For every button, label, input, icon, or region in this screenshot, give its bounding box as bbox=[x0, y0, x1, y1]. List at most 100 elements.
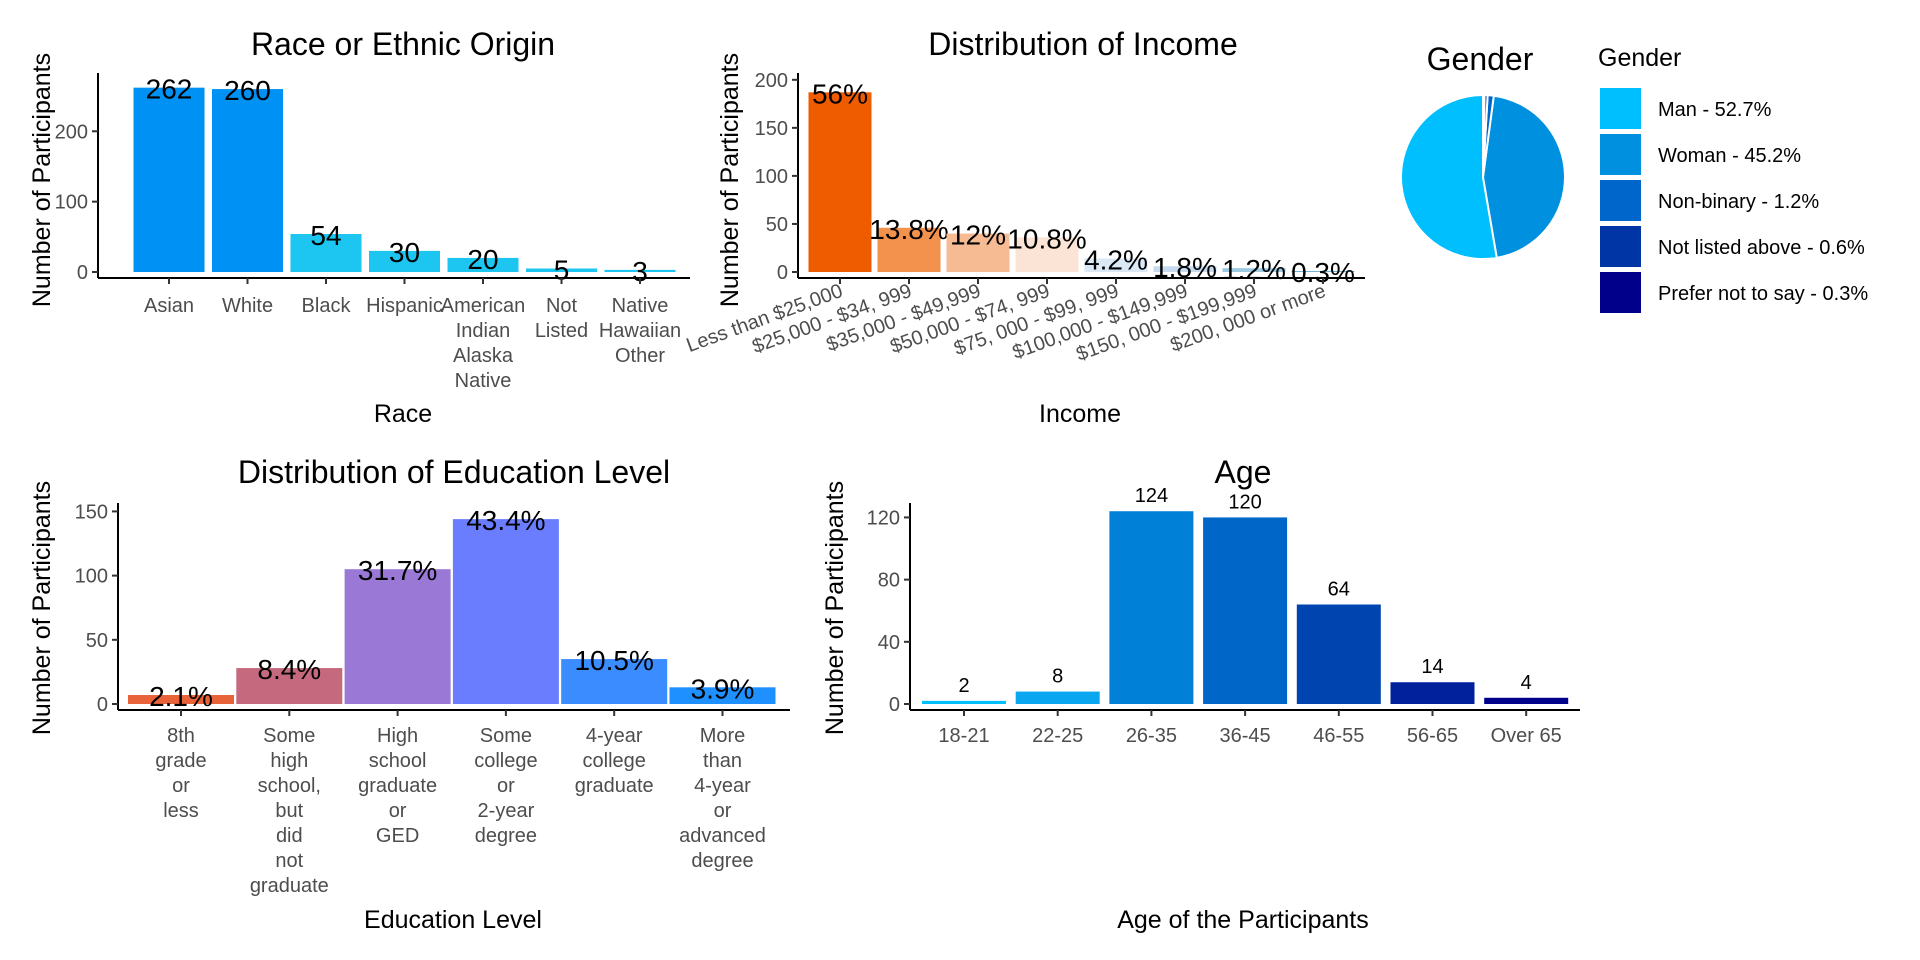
education-x-tick-label: More than 4-year or advanced degree bbox=[679, 725, 766, 872]
age-x-tick-label-line: 36-45 bbox=[1220, 725, 1271, 747]
age-y-tick-label: 0 bbox=[889, 694, 900, 716]
race-bar bbox=[526, 268, 597, 272]
education-x-tick-label-line: college bbox=[474, 750, 537, 772]
age-y-tick-label: 40 bbox=[878, 632, 900, 654]
gender-pie-slice bbox=[1481, 94, 1566, 259]
race-data-label: 262 bbox=[146, 74, 193, 105]
race-x-tick-label-line: Alaska bbox=[453, 345, 514, 367]
education-data-label: 43.4% bbox=[466, 505, 545, 536]
gender-legend-key bbox=[1600, 134, 1641, 175]
gender-legend-key bbox=[1600, 226, 1641, 267]
age-bar bbox=[1015, 691, 1100, 704]
race-x-tick-label-line: Native bbox=[612, 295, 669, 317]
age-chart-title: Age bbox=[1215, 454, 1272, 490]
education-x-tick-label-line: degree bbox=[475, 825, 537, 847]
income-data-label: 10.8% bbox=[1007, 223, 1086, 254]
age-x-tick-label-line: 26-35 bbox=[1126, 725, 1177, 747]
income-bar bbox=[1153, 266, 1217, 272]
income-bar bbox=[1222, 268, 1286, 272]
income-y-tick-label: 0 bbox=[777, 262, 788, 284]
education-x-tick-label: High school graduate or GED bbox=[358, 725, 437, 847]
race-x-tick-label-line: Other bbox=[615, 345, 665, 367]
race-data-label: 20 bbox=[467, 244, 498, 275]
race-data-label: 3 bbox=[632, 256, 648, 287]
education-x-tick-label-line: or bbox=[172, 775, 190, 797]
gender-legend-label: Prefer not to say - 0.3% bbox=[1658, 283, 1868, 305]
age-bar bbox=[1203, 517, 1288, 704]
age-bar bbox=[1484, 697, 1569, 704]
race-bar bbox=[369, 250, 440, 272]
education-x-tick-label-line: high bbox=[270, 750, 308, 772]
education-chart-title: Distribution of Education Level bbox=[238, 454, 670, 490]
race-x-tick-label-line: Asian bbox=[144, 295, 194, 317]
gender-pie-slice bbox=[1399, 93, 1498, 260]
education-bar bbox=[452, 519, 559, 704]
race-data-label: 54 bbox=[310, 220, 341, 251]
income-bar bbox=[808, 92, 872, 272]
education-x-tick-label-line: school bbox=[369, 750, 427, 772]
race-x-tick-label: Not Listed bbox=[535, 295, 588, 342]
income-bar bbox=[1015, 237, 1079, 272]
age-data-label: 4 bbox=[1521, 672, 1532, 694]
gender-chart: Gender Gender Man - 52.7% Woman - 45.2% No… bbox=[1399, 41, 1868, 313]
income-y-tick-label: 50 bbox=[766, 214, 788, 236]
age-bar bbox=[1390, 682, 1475, 704]
income-x-axis-title: Income bbox=[1039, 400, 1121, 428]
education-x-axis-title: Education Level bbox=[364, 906, 542, 934]
education-x-tick-label-line: did bbox=[276, 825, 303, 847]
income-y-tick-label: 200 bbox=[755, 70, 788, 92]
gender-legend-key bbox=[1600, 272, 1641, 313]
education-x-tick-label-line: not bbox=[275, 850, 303, 872]
education-x-tick-label-line: graduate bbox=[358, 775, 437, 797]
age-data-label: 2 bbox=[958, 675, 969, 697]
race-x-tick-label: Black bbox=[302, 295, 352, 317]
gender-chart-title: Gender bbox=[1427, 41, 1534, 77]
race-bar bbox=[212, 89, 283, 272]
income-chart-title: Distribution of Income bbox=[928, 26, 1237, 62]
gender-pie-slice bbox=[1482, 93, 1486, 178]
age-x-tick-label-line: 46-55 bbox=[1313, 725, 1364, 747]
education-x-tick-label-line: GED bbox=[376, 825, 419, 847]
education-x-tick-label: 8th grade or less bbox=[155, 725, 206, 822]
education-x-tick-label-line: but bbox=[275, 800, 303, 822]
race-data-label: 260 bbox=[224, 75, 271, 106]
age-bar bbox=[1296, 604, 1381, 704]
income-bar bbox=[1291, 271, 1355, 272]
age-data-label: 124 bbox=[1135, 485, 1168, 507]
race-x-tick-label: White bbox=[222, 295, 273, 317]
income-bar bbox=[877, 227, 941, 272]
education-y-axis-title: Number of Participants bbox=[28, 481, 56, 735]
education-bar bbox=[236, 668, 343, 704]
education-x-tick-label-line: grade bbox=[155, 750, 206, 772]
education-x-tick-label: Some high school, but did not graduate bbox=[250, 725, 329, 897]
education-x-tick-label-line: 4-year bbox=[586, 725, 643, 747]
race-y-tick-label: 200 bbox=[55, 121, 88, 143]
age-x-tick-label: 46-55 bbox=[1313, 725, 1364, 747]
race-x-tick-label-line: White bbox=[222, 295, 273, 317]
income-data-label: 56% bbox=[812, 78, 868, 109]
gender-legend-label: Not listed above - 0.6% bbox=[1658, 237, 1865, 259]
education-x-tick-label-line: less bbox=[163, 800, 199, 822]
gender-legend-title: Gender bbox=[1598, 44, 1681, 72]
age-y-axis-title: Number of Participants bbox=[821, 481, 849, 735]
race-x-tick-label-line: Hispanic bbox=[366, 295, 443, 317]
gender-legend-label: Man - 52.7% bbox=[1658, 99, 1772, 121]
gender-legend-label: Non-binary - 1.2% bbox=[1658, 191, 1819, 213]
education-bar bbox=[669, 687, 776, 704]
gender-legend-key bbox=[1600, 88, 1641, 129]
race-bar bbox=[290, 234, 362, 272]
race-chart: Race or Ethnic Origin Race Number of Par… bbox=[28, 26, 690, 428]
education-x-tick-label-line: or bbox=[497, 775, 515, 797]
education-x-tick-label-line: advanced bbox=[679, 825, 766, 847]
race-data-label: 30 bbox=[389, 237, 420, 268]
income-y-tick-label: 100 bbox=[755, 166, 788, 188]
income-bar bbox=[1084, 258, 1148, 272]
age-x-tick-label-line: 18-21 bbox=[938, 725, 989, 747]
education-x-tick-label-line: or bbox=[714, 800, 732, 822]
education-chart: Distribution of Education Level Educatio… bbox=[28, 454, 790, 934]
education-x-tick-label-line: graduate bbox=[250, 875, 329, 897]
age-data-label: 8 bbox=[1052, 666, 1063, 688]
gender-legend-label: Woman - 45.2% bbox=[1658, 145, 1801, 167]
age-y-tick-label: 120 bbox=[867, 507, 900, 529]
